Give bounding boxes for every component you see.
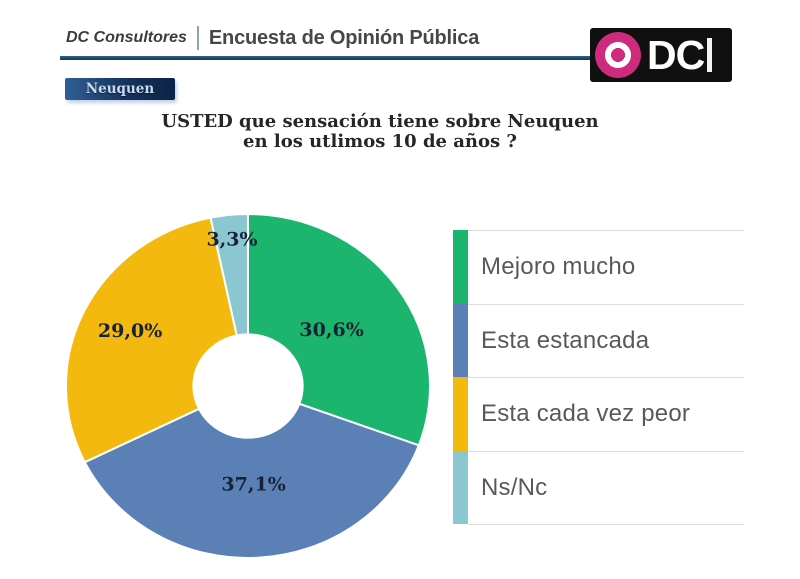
header-separator <box>196 26 199 50</box>
header-title: Encuesta de Opinión Pública <box>208 26 480 49</box>
legend-item-mejoro-mucho: Mejoro mucho <box>453 230 744 304</box>
pie-slice-label-esta-cada-vez-peor: 29,0% <box>98 320 162 342</box>
question-line-2: en los utlimos 10 de años ? <box>243 131 517 152</box>
legend-item-label: Mejoro mucho <box>481 253 636 281</box>
legend-color-swatch <box>453 377 468 451</box>
brand-name: DC Consultores <box>66 29 187 46</box>
header: DC Consultores Encuesta de Opinión Públi… <box>66 26 479 50</box>
legend-item-label: Ns/Nc <box>481 473 548 501</box>
legend-color-swatch <box>453 303 468 377</box>
logo-cursor-bar <box>707 38 713 72</box>
logo-donut-icon <box>595 32 641 78</box>
pie-slice-label-ns-nc: 3,3% <box>206 229 257 251</box>
pie-slice-ns-nc <box>209 212 249 337</box>
pie-slice-mejoro-mucho <box>247 212 431 447</box>
header-divider-rule <box>60 56 592 60</box>
pie-slice-esta-cada-vez-peor <box>65 216 238 464</box>
legend-item-esta-estancada: Esta estancada <box>453 303 744 378</box>
question-title: USTED que sensación tiene sobre Neuquen … <box>0 112 760 152</box>
legend-label-box: Esta cada vez peor <box>468 377 744 451</box>
legend-item-label: Esta estancada <box>481 326 650 354</box>
legend-label-box: Mejoro mucho <box>468 230 744 304</box>
dc-logo: DC <box>590 28 732 82</box>
legend-item-ns-nc: Ns/Nc <box>453 450 744 525</box>
legend-color-swatch <box>453 230 468 304</box>
pie-slice-label-esta-estancada: 37,1% <box>221 474 285 496</box>
region-badge-label: Neuquen <box>85 81 155 97</box>
logo-text: DC <box>647 31 705 78</box>
legend-item-label: Esta cada vez peor <box>481 400 691 428</box>
legend-item-esta-cada-vez-peor: Esta cada vez peor <box>453 377 744 451</box>
pie-chart: 30,6% 37,1% 29,0% 3,3% <box>65 212 431 559</box>
legend-label-box: Ns/Nc <box>468 450 744 525</box>
chart-legend: Mejoro mucho Esta estancada Esta cada vez … <box>453 230 744 525</box>
legend-color-swatch <box>453 450 468 524</box>
pie-chart-container: 30,6% 37,1% 29,0% 3,3% <box>63 210 433 562</box>
pie-slice-esta-estancada <box>83 402 421 559</box>
pie-slice-label-mejoro-mucho: 30,6% <box>299 319 363 341</box>
question-line-1: USTED que sensación tiene sobre Neuquen <box>161 111 599 132</box>
legend-bottom-divider <box>468 524 744 525</box>
legend-label-box: Esta estancada <box>468 303 744 378</box>
region-badge[interactable]: Neuquen <box>65 78 175 100</box>
